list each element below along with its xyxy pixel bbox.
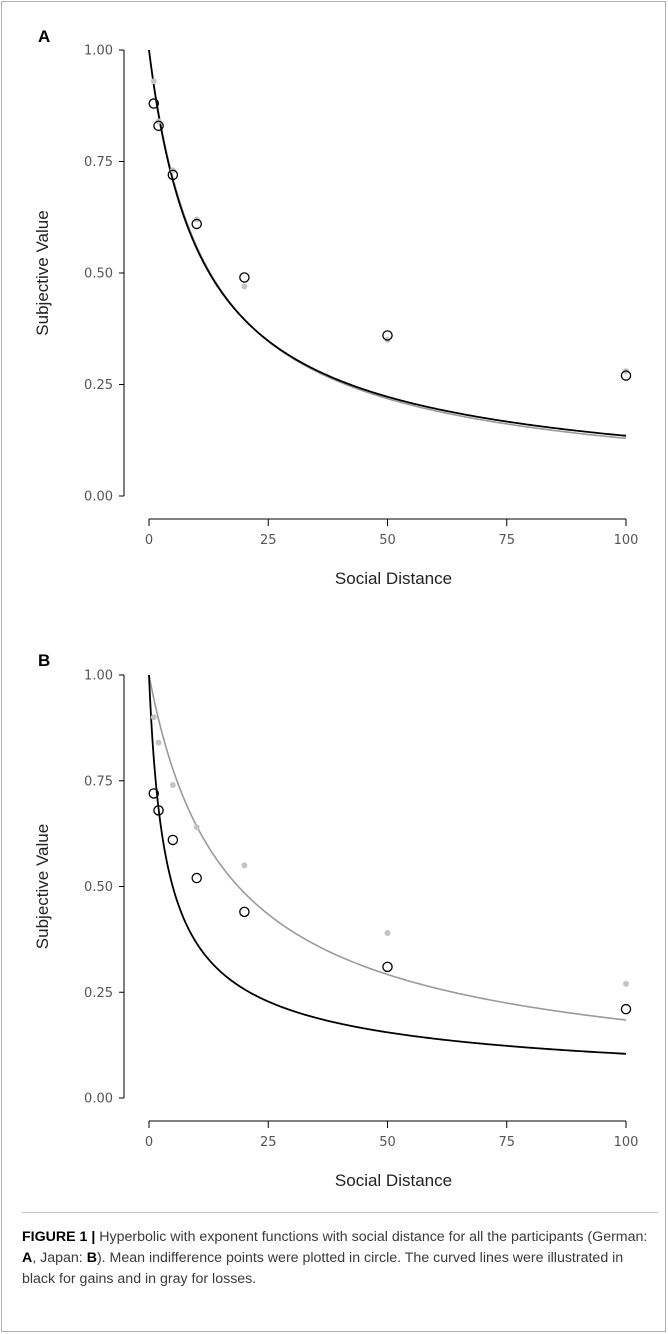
panel-a-gain-point [620, 370, 632, 381]
panel-a-x-tick-label: 100 [614, 533, 639, 548]
caption-japan-label: B [86, 1250, 97, 1266]
panel-a-y-tick-label: 0.00 [84, 490, 113, 505]
panel-a-loss-point [150, 78, 157, 85]
panel-b-gain-fit-curve [148, 675, 627, 1055]
panel-b-gain-point [191, 872, 202, 884]
panel-a-x-axis-title: Social Distance [335, 569, 452, 588]
panel-a-gain-point [191, 218, 202, 230]
caption-divider [22, 1212, 658, 1213]
panel-b-letter: B [38, 651, 50, 670]
panel-b-loss-fit-curve [148, 674, 627, 1021]
panel-b-loss-point [241, 862, 248, 869]
panel-b-gain-point [153, 805, 164, 816]
panel-b-gain-point [620, 1003, 632, 1015]
panel-b-gain-point [382, 961, 393, 973]
panel-a-gain-point [382, 330, 393, 341]
panel-a-y-tick-label: 0.25 [84, 378, 113, 393]
panel-b-x-tick-label: 50 [379, 1135, 396, 1150]
caption-text-part2: , Japan: [32, 1250, 87, 1266]
panel-b-x-axis-title: Social Distance [335, 1171, 452, 1190]
panel-a-gain-point [153, 120, 164, 132]
panel-a-y-axis-title: Subjective Value [33, 210, 52, 335]
caption-text-part1: Hyperbolic with exponent functions with … [95, 1229, 648, 1245]
caption-text-part3: ). Mean indifference points were plotted… [22, 1250, 624, 1287]
panel-a-y-tick-label: 1.00 [84, 44, 113, 59]
panel-b-y-tick-label: 0.00 [84, 1092, 113, 1107]
panel-b-gain-point [167, 834, 179, 846]
panel-a-y-tick-label: 0.50 [84, 267, 113, 282]
panel-b-loss-point [384, 930, 391, 937]
panel-b-loss-point [169, 781, 176, 788]
panel-a-gain-point [148, 98, 160, 109]
panel-b-loss-point [155, 739, 162, 746]
panel-b-loss-point [150, 714, 157, 721]
panel-a-x-tick-label: 75 [498, 533, 515, 548]
panel-a-gain-point [167, 169, 179, 181]
panel-b-gain-point [239, 906, 250, 918]
caption-german-label: A [22, 1250, 33, 1266]
panel-b-x-tick-label: 75 [498, 1135, 515, 1150]
panel-b-y-axis-title: Subjective Value [33, 824, 52, 949]
panel-b-loss-point [193, 824, 200, 831]
caption-label: FIGURE 1 | [22, 1229, 96, 1245]
figure-caption: FIGURE 1 | Hyperbolic with exponent func… [22, 1227, 652, 1290]
panel-a-x-tick-label: 25 [260, 533, 277, 548]
panel-b-gain-point [148, 788, 160, 799]
panel-b-y-tick-label: 0.25 [84, 986, 113, 1001]
panel-b-loss-point [623, 980, 629, 987]
panel-a-x-tick-label: 50 [379, 533, 396, 548]
panel-a-letter: A [38, 27, 50, 46]
panel-a-gain-point [239, 272, 250, 283]
panel-b-y-tick-label: 0.50 [84, 880, 113, 895]
panel-b-x-tick-label: 25 [260, 1135, 277, 1150]
panel-b-y-tick-label: 0.75 [84, 774, 113, 789]
panel-a-loss-fit-curve [148, 49, 627, 440]
panel-a-y-tick-label: 0.75 [84, 155, 113, 170]
panel-b-x-tick-label: 100 [614, 1135, 639, 1150]
panel-b-x-tick-label: 0 [145, 1135, 153, 1150]
panel-a-gain-fit-curve [148, 49, 627, 437]
panel-a-x-tick-label: 0 [145, 533, 153, 548]
panel-b-y-tick-label: 1.00 [84, 669, 113, 684]
panel-a-loss-point [241, 283, 248, 290]
